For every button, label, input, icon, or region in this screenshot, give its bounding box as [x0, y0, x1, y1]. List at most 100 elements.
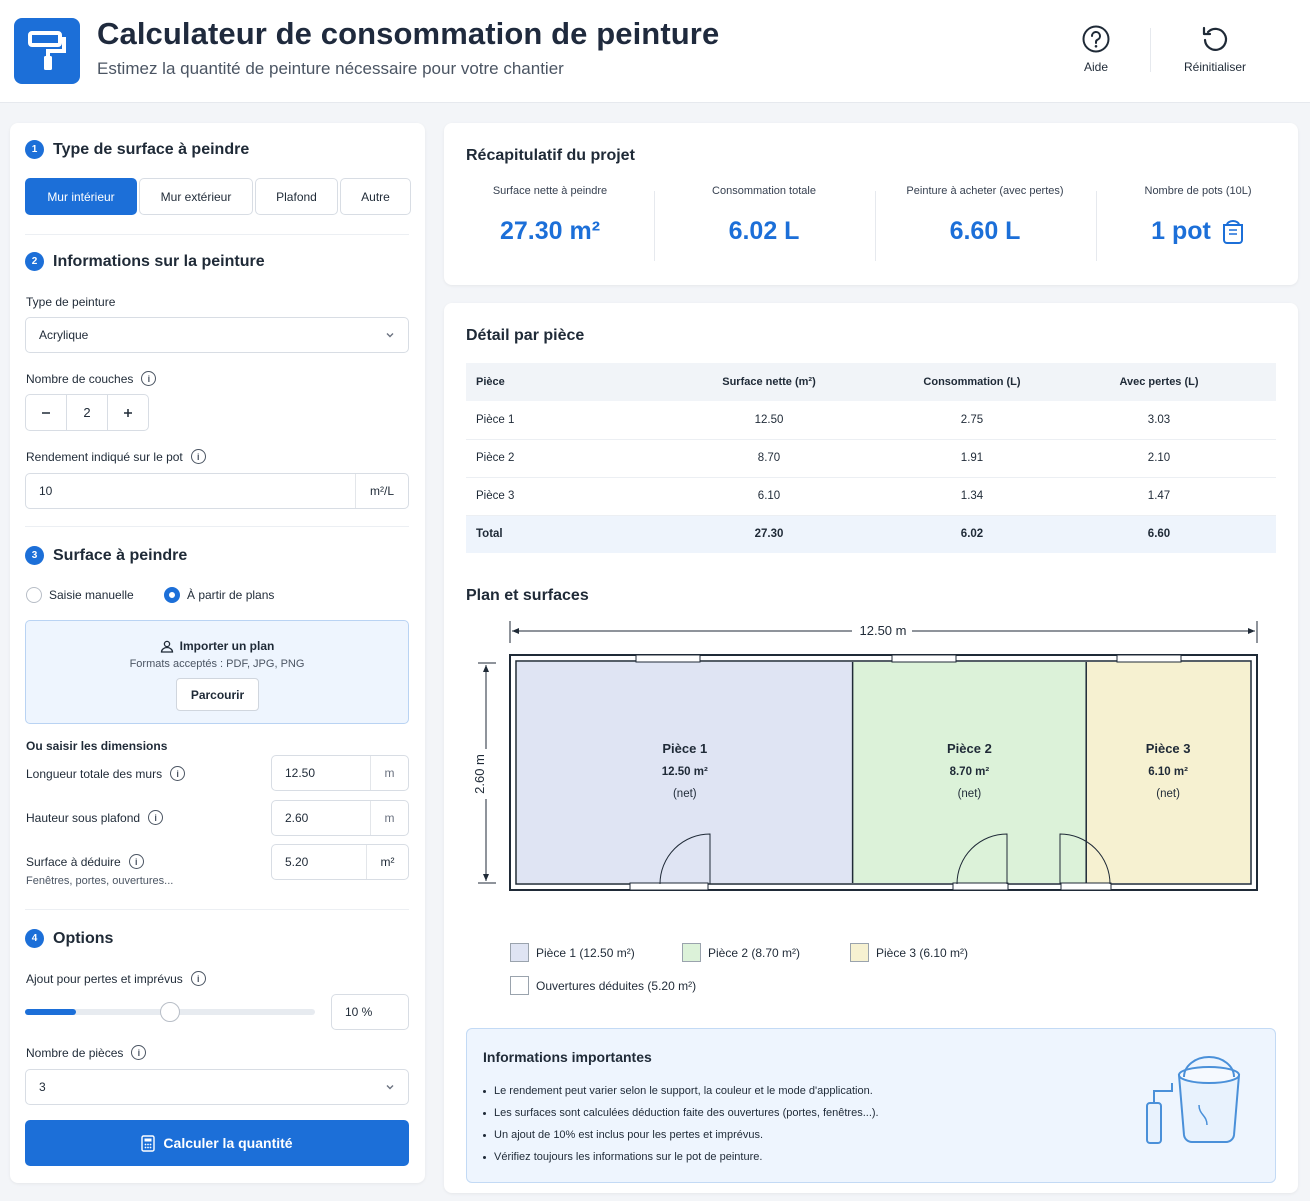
info-icon[interactable]: i [170, 766, 186, 781]
stat-paint-to-buy: Peinture à acheter (avec pertes) 6.60 L [879, 185, 1091, 246]
height-input[interactable]: 2.60 m [271, 800, 409, 836]
column-header: Surface nette (m²) [636, 363, 902, 401]
surface-option-ceiling[interactable]: Plafond [255, 178, 338, 215]
chevron-down-icon [386, 1085, 394, 1090]
dimension-arrow [483, 665, 489, 672]
info-icon[interactable]: i [128, 854, 144, 869]
legend-swatch [510, 976, 529, 995]
coats-stepper: 2 [25, 394, 149, 431]
surface-option-exterior-wall[interactable]: Mur extérieur [139, 178, 253, 215]
waste-label: Ajout pour pertes et imprévus i [26, 971, 206, 986]
info-icon[interactable]: i [190, 971, 206, 986]
plan-room-area [852, 662, 1087, 883]
waste-slider[interactable] [25, 1002, 315, 1022]
plan-room-name: Pièce 3 [1146, 741, 1191, 756]
section-surface-title: 3 Surface à peindre [25, 546, 187, 565]
section-title-text: Options [53, 929, 114, 947]
wall-length-value: 12.50 [285, 766, 316, 780]
increment-button[interactable] [108, 395, 148, 430]
surface-type-selector: Mur intérieur Mur extérieur Plafond Autr… [25, 178, 411, 215]
stat-separator [1096, 191, 1097, 261]
step-number: 3 [25, 546, 44, 565]
legend-swatch [682, 943, 701, 962]
important-info-list: Le rendement peut varier selon le suppor… [483, 1080, 879, 1168]
chevron-down-icon [386, 333, 394, 338]
mode-manual-radio[interactable]: Saisie manuelle [26, 587, 134, 603]
table-cell: 6.10 [636, 477, 902, 516]
reset-button[interactable]: Réinitialiser [1172, 24, 1258, 74]
paint-bucket-illustration-icon [1146, 1056, 1241, 1144]
dimension-arrow [483, 874, 489, 881]
deduct-value: 5.20 [285, 855, 309, 869]
surface-option-other[interactable]: Autre [340, 178, 411, 215]
info-icon[interactable]: i [141, 371, 157, 386]
dimensions-heading: Ou saisir les dimensions [26, 739, 168, 753]
upload-formats: Formats acceptés : PDF, JPG, PNG [129, 658, 305, 670]
legend-room-3: Pièce 3 (6.10 m²) [850, 943, 968, 962]
info-icon[interactable]: i [131, 1045, 147, 1060]
window-opening [635, 654, 701, 663]
section-divider [25, 909, 409, 910]
table-cell: Total [466, 515, 636, 553]
browse-button[interactable]: Parcourir [176, 678, 259, 711]
plan-upload-zone[interactable]: Importer un plan Formats acceptés : PDF,… [25, 620, 409, 724]
section-options-title: 4 Options [25, 929, 113, 948]
paint-type-label: Type de peinture [26, 295, 116, 309]
table-cell: 12.50 [636, 401, 902, 440]
help-button[interactable]: Aide [1066, 24, 1126, 74]
slider-fill [25, 1009, 76, 1015]
table-cell: 3.03 [1042, 401, 1276, 440]
window-opening [891, 654, 957, 663]
waste-input[interactable]: 10 % [331, 994, 409, 1030]
paint-bucket-icon [1222, 219, 1243, 244]
slider-handle[interactable] [160, 1002, 180, 1022]
wall-length-input[interactable]: 12.50 m [271, 755, 409, 791]
app-title: Calculateur de consommation de peinture [97, 16, 720, 51]
step-number: 4 [25, 929, 44, 948]
step-number: 2 [25, 252, 44, 271]
plan-room-net-label: (net) [1156, 788, 1180, 800]
dimension-arrow [512, 628, 519, 634]
table-row: Pièce 1 12.50 2.75 3.03 [466, 401, 1276, 440]
stat-value: 6.02 L [728, 217, 800, 245]
app-header: Calculateur de consommation de peinture … [0, 0, 1310, 103]
plan-room-area-label: 8.70 m² [950, 766, 990, 778]
yield-input[interactable]: 10 m²/L [25, 473, 409, 509]
step-number: 1 [25, 140, 44, 159]
door-opening [952, 882, 1009, 891]
yield-unit: m²/L [355, 474, 408, 508]
deduct-input[interactable]: 5.20 m² [271, 844, 409, 880]
height-dimension-label: 2.60 m [472, 754, 487, 794]
section-paint-info-title: 2 Informations sur la peinture [25, 252, 265, 271]
legend-label: Ouvertures déduites (5.20 m²) [536, 978, 697, 993]
floor-plan: 12.50 m 2.60 m Pièce 112.50 m²(net)Pièce… [472, 621, 1258, 891]
stat-label: Nombre de pots (10L) [1144, 185, 1252, 197]
calculate-button[interactable]: Calculer la quantité [25, 1120, 409, 1166]
table-cell: 1.34 [902, 477, 1042, 516]
plan-room-net-label: (net) [958, 788, 982, 800]
legend-room-1: Pièce 1 (12.50 m²) [510, 943, 635, 962]
height-value: 2.60 [285, 811, 309, 825]
width-dimension-label: 12.50 m [860, 623, 907, 638]
table-cell: 2.75 [902, 401, 1042, 440]
coats-label: Nombre de couches i [26, 371, 157, 386]
rooms-select[interactable]: 3 [25, 1069, 409, 1105]
wall-length-unit: m [370, 756, 408, 790]
height-label-text: Hauteur sous plafond [26, 810, 141, 825]
pots-value: 1 pot [1151, 217, 1211, 245]
paint-type-select[interactable]: Acrylique [25, 317, 409, 353]
mode-plans-radio[interactable]: À partir de plans [164, 587, 274, 603]
app-subtitle: Estimez la quantité de peinture nécessai… [97, 59, 564, 78]
info-icon[interactable]: i [148, 810, 164, 825]
coats-value[interactable]: 2 [66, 395, 108, 430]
stat-value: 6.60 L [949, 217, 1021, 245]
decrement-button[interactable] [26, 395, 66, 430]
window-opening [1116, 654, 1182, 663]
surface-option-interior-wall[interactable]: Mur intérieur [25, 178, 137, 215]
rooms-label-text: Nombre de pièces [26, 1045, 124, 1060]
height-label: Hauteur sous plafond i [26, 810, 164, 825]
deduct-label-text: Surface à déduire [26, 854, 121, 869]
summary-card: Récapitulatif du projet Surface nette à … [444, 123, 1298, 285]
info-icon[interactable]: i [190, 449, 206, 464]
table-cell: 1.91 [902, 439, 1042, 478]
